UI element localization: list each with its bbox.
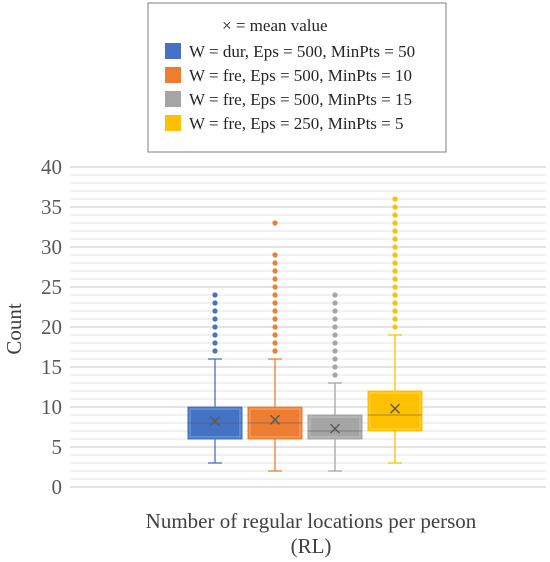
- outlier-point: [272, 332, 278, 338]
- outlier-point: [332, 300, 338, 306]
- outlier-point: [212, 332, 218, 338]
- outlier-point: [392, 292, 398, 298]
- box-1: [187, 292, 243, 464]
- y-tick-label: 20: [41, 315, 62, 339]
- outlier-point: [392, 268, 398, 274]
- legend-mean-note: × = mean value: [222, 16, 328, 35]
- outlier-point: [332, 364, 338, 370]
- box-2: [247, 220, 303, 472]
- outlier-point: [332, 316, 338, 322]
- outlier-point: [332, 324, 338, 330]
- outlier-point: [332, 372, 338, 378]
- box-series: [187, 196, 423, 472]
- legend-swatch: [165, 43, 181, 59]
- outlier-point: [272, 292, 278, 298]
- outlier-point: [272, 220, 278, 226]
- legend-entry-label: W = fre, Eps = 500, MinPts = 10: [189, 66, 412, 85]
- outlier-point: [392, 196, 398, 202]
- y-tick-label: 40: [41, 155, 62, 179]
- outlier-point: [332, 348, 338, 354]
- outlier-point: [272, 340, 278, 346]
- x-axis-label-line-1: Number of regular locations per person: [146, 509, 477, 533]
- y-tick-label: 5: [52, 435, 63, 459]
- outlier-point: [392, 236, 398, 242]
- outlier-point: [332, 292, 338, 298]
- outlier-point: [392, 300, 398, 306]
- outlier-point: [272, 276, 278, 282]
- outlier-point: [392, 316, 398, 322]
- outlier-point: [392, 284, 398, 290]
- legend-entry-label: W = fre, Eps = 500, MinPts = 15: [189, 90, 412, 109]
- box-inner-highlight: [309, 416, 361, 438]
- legend-swatch: [165, 115, 181, 131]
- legend-entry-label: W = dur, Eps = 500, MinPts = 50: [189, 42, 415, 61]
- y-tick-label: 10: [41, 395, 62, 419]
- y-axis-tick-labels: 0 5 10 15 20 25 30 35 40: [41, 155, 62, 499]
- outlier-point: [392, 212, 398, 218]
- y-tick-label: 30: [41, 235, 62, 259]
- interquartile-box: [307, 414, 363, 440]
- outlier-point: [272, 260, 278, 266]
- outlier-point: [392, 252, 398, 258]
- outlier-point: [332, 356, 338, 362]
- outlier-point: [212, 292, 218, 298]
- outlier-point: [392, 228, 398, 234]
- box-4: [367, 196, 423, 464]
- outlier-point: [392, 220, 398, 226]
- outlier-point: [332, 308, 338, 314]
- legend: × = mean value W = dur, Eps = 500, MinPt…: [147, 2, 447, 153]
- outlier-point: [272, 284, 278, 290]
- outlier-point: [392, 308, 398, 314]
- outlier-point: [272, 324, 278, 330]
- x-axis-label-line-2: (RL): [291, 534, 332, 558]
- mean-marker: [330, 423, 340, 434]
- outlier-point: [212, 340, 218, 346]
- outlier-point: [212, 308, 218, 314]
- outlier-point: [392, 324, 398, 330]
- outlier-point: [212, 324, 218, 330]
- legend-items: W = dur, Eps = 500, MinPts = 50 W = fre, …: [165, 42, 415, 133]
- y-tick-label: 15: [41, 355, 62, 379]
- outlier-point: [272, 252, 278, 258]
- outlier-point: [212, 316, 218, 322]
- outlier-point: [272, 300, 278, 306]
- y-tick-label: 25: [41, 275, 62, 299]
- mean-marker: [210, 416, 220, 427]
- outlier-point: [272, 348, 278, 354]
- gridlines: [70, 166, 546, 488]
- legend-swatch: [165, 91, 181, 107]
- outlier-point: [272, 308, 278, 314]
- y-axis-label: Count: [2, 303, 26, 355]
- outlier-point: [212, 300, 218, 306]
- legend-swatch: [165, 67, 181, 83]
- mean-marker: [270, 414, 280, 425]
- y-tick-label: 35: [41, 195, 62, 219]
- mean-marker: [390, 403, 400, 414]
- outlier-point: [392, 244, 398, 250]
- legend-frame: [147, 2, 447, 153]
- y-tick-label: 0: [52, 475, 63, 499]
- outlier-point: [332, 340, 338, 346]
- box-inner-highlight: [369, 392, 421, 430]
- outlier-point: [392, 260, 398, 266]
- outlier-point: [212, 348, 218, 354]
- outlier-point: [392, 204, 398, 210]
- outlier-point: [332, 332, 338, 338]
- legend-entry-label: W = fre, Eps = 250, MinPts = 5: [189, 114, 404, 133]
- outlier-point: [272, 268, 278, 274]
- box-3: [307, 292, 363, 472]
- outlier-point: [392, 276, 398, 282]
- interquartile-box: [367, 390, 423, 432]
- outlier-point: [272, 316, 278, 322]
